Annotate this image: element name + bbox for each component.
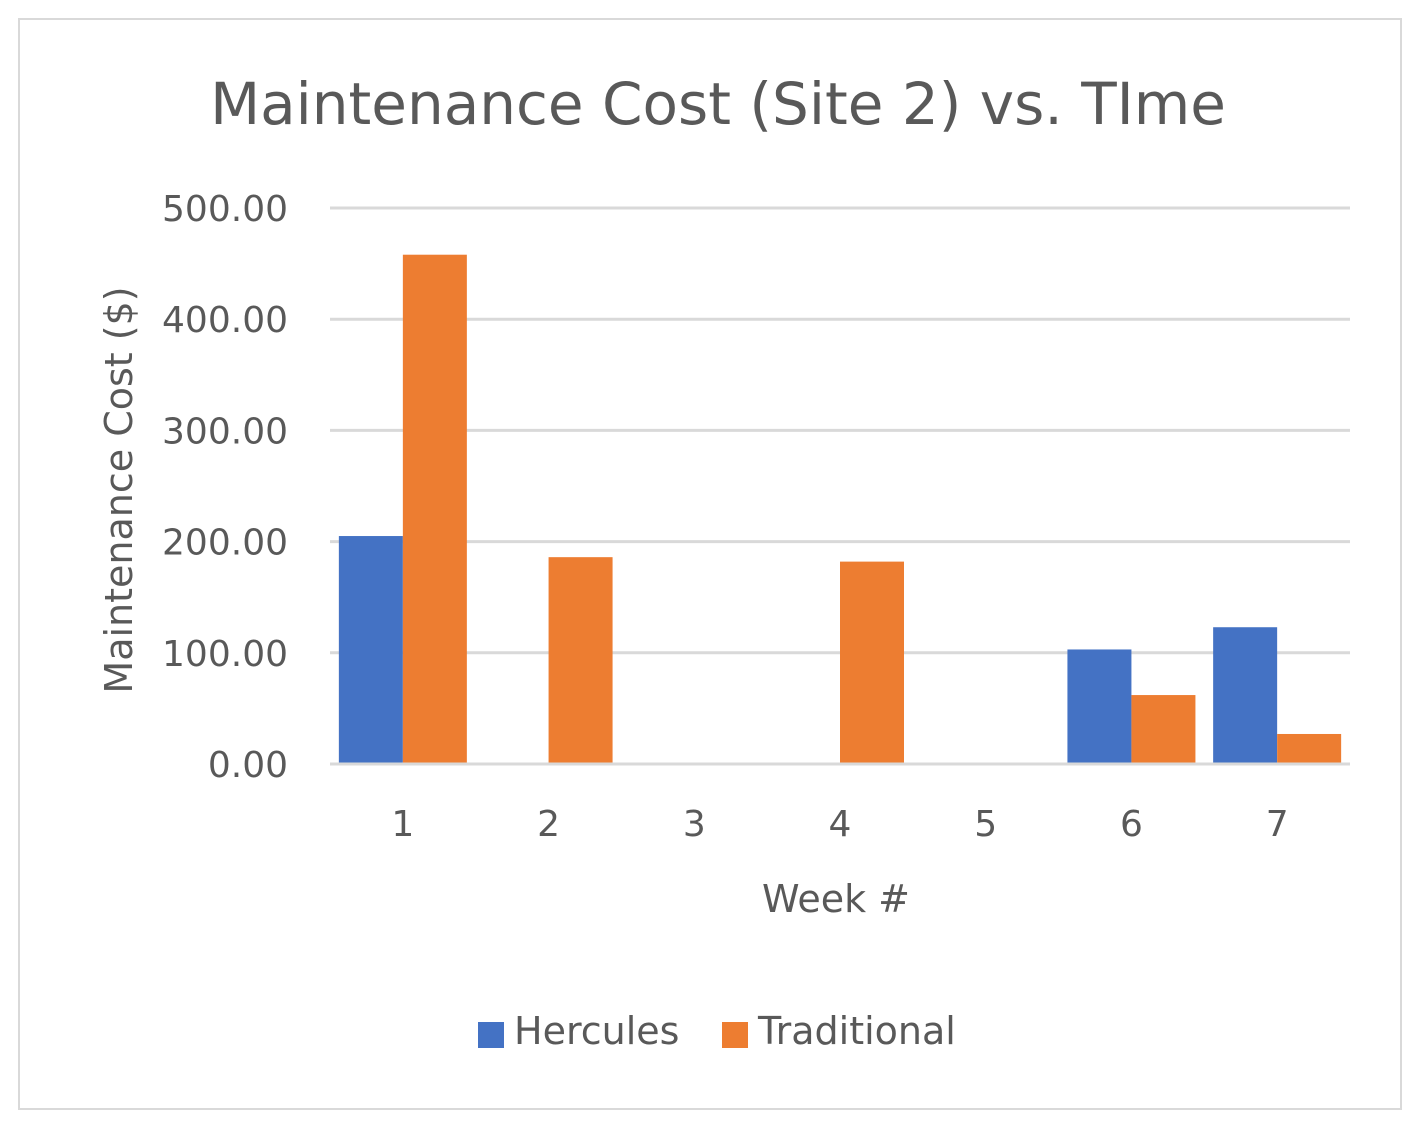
y-tick-label: 100.00 [162,634,288,675]
bar-hercules-week-1 [338,536,403,764]
y-tick-label: 500.00 [162,189,288,230]
legend-label-hercules: Hercules [514,1009,679,1053]
bar-traditional-week-2 [548,557,613,764]
y-tick-label: 0.00 [208,745,288,786]
bar-hercules-week-7 [1213,627,1278,764]
bar-traditional-week-7 [1277,733,1342,764]
x-tick-label: 5 [974,804,997,845]
x-tick-label: 3 [683,804,706,845]
x-tick-label: 2 [537,804,560,845]
bars [338,254,1342,765]
bar-traditional-week-4 [840,561,904,764]
y-tick-label: 300.00 [162,411,288,452]
x-tick-label: 4 [829,804,852,845]
x-axis-label: Week # [762,877,910,921]
bar-traditional-week-6 [1131,695,1196,764]
bar-traditional-week-1 [402,254,467,765]
y-axis-label: Maintenance Cost ($) [97,286,141,693]
y-axis-ticks: 0.00 100.00 200.00 300.00 400.00 500.00 [162,189,288,786]
x-tick-label: 7 [1266,804,1289,845]
gridlines [330,206,1350,655]
y-tick-label: 400.00 [162,300,288,341]
chart-frame [18,18,1402,1110]
x-tick-label: 6 [1120,804,1143,845]
chart-title: Maintenance Cost (Site 2) vs. TIme [210,70,1226,138]
y-tick-label: 200.00 [162,523,288,564]
legend: Hercules Traditional [478,1009,956,1053]
x-tick-label: 1 [391,804,414,845]
bar-hercules-week-6 [1067,649,1132,764]
legend-label-traditional: Traditional [757,1009,956,1053]
x-axis-ticks: 1 2 3 4 5 6 7 [391,804,1288,845]
legend-swatch-traditional [722,1022,748,1048]
legend-swatch-hercules [478,1022,504,1048]
